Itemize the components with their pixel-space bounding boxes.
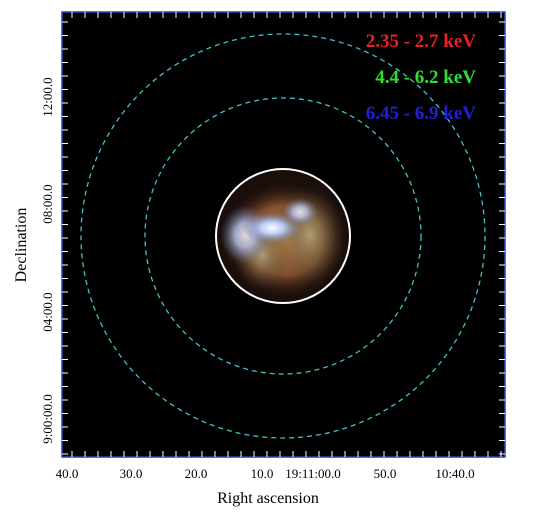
legend-label: 6.45 - 6.9 keV xyxy=(366,103,477,124)
x-tick-label: 40.0 xyxy=(56,466,79,481)
y-tick-label: 08:00.0 xyxy=(40,184,55,223)
x-tick-label: 19:11:00.0 xyxy=(285,466,341,481)
y-axis-label: Declination xyxy=(13,208,30,283)
y-tick-label: 04:00.0 xyxy=(40,292,55,331)
x-axis-label: Right ascension xyxy=(217,490,319,507)
source-region xyxy=(215,168,351,304)
x-tick-label: 50.0 xyxy=(374,466,397,481)
legend-label: 4.4 - 6.2 keV xyxy=(375,67,476,88)
y-tick-label: 9:00:00.0 xyxy=(40,394,55,443)
x-tick-label: 10.0 xyxy=(251,466,274,481)
legend-label: 2.35 - 2.7 keV xyxy=(366,31,477,52)
tick-marks xyxy=(62,12,505,457)
background-outer xyxy=(80,33,486,439)
x-tick-label: 10:40.0 xyxy=(435,466,474,481)
remnant xyxy=(217,170,349,302)
y-tick-label: 12:00.0 xyxy=(40,77,55,116)
background-inner xyxy=(144,97,422,375)
x-tick-label: 20.0 xyxy=(185,466,208,481)
x-tick-label: 30.0 xyxy=(120,466,143,481)
